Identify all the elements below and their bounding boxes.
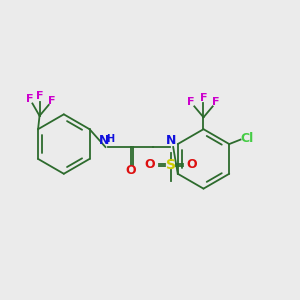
- Text: O: O: [186, 158, 197, 171]
- Text: O: O: [125, 164, 136, 177]
- Text: N: N: [99, 134, 110, 147]
- Text: F: F: [48, 96, 56, 106]
- Text: O: O: [145, 158, 155, 171]
- Text: F: F: [26, 94, 34, 104]
- Text: S: S: [166, 158, 176, 172]
- Text: F: F: [212, 97, 220, 107]
- Text: F: F: [200, 93, 207, 103]
- Text: N: N: [166, 134, 176, 147]
- Text: F: F: [187, 97, 195, 107]
- Text: F: F: [36, 91, 43, 101]
- Text: Cl: Cl: [240, 132, 254, 145]
- Text: H: H: [106, 134, 114, 144]
